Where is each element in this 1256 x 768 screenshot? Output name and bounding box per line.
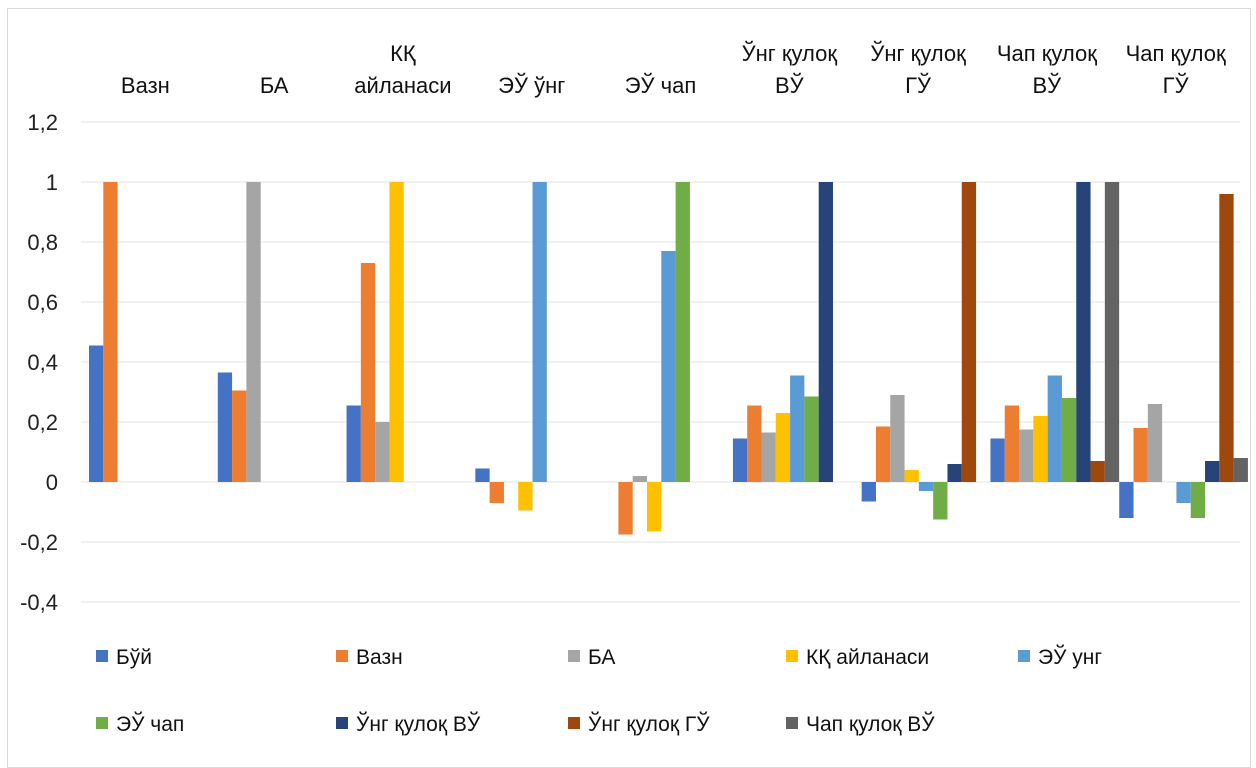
bar: [1033, 416, 1048, 482]
bar: [1176, 482, 1191, 503]
bar: [790, 375, 805, 482]
category-label: Ўнг қулоқ: [870, 40, 966, 66]
category-label: ГЎ: [1163, 72, 1190, 98]
legend-label: БА: [588, 646, 615, 669]
legend-swatch: [96, 717, 108, 729]
bar: [1047, 375, 1062, 482]
bar: [1205, 461, 1220, 482]
legend-label: Ўнг қулоқ ГЎ: [588, 712, 710, 736]
legend-label: ЭЎ чап: [116, 712, 184, 736]
bar: [1233, 458, 1248, 482]
bar: [861, 482, 876, 502]
category-label: Чап қулоқ: [1126, 41, 1226, 66]
bar: [1190, 482, 1206, 518]
bar: [747, 405, 762, 482]
bar: [375, 422, 390, 482]
legend-label: Вазн: [356, 646, 403, 669]
legend-swatch: [786, 717, 798, 729]
legend-swatch: [96, 650, 108, 662]
legend-label: Ўнг қулоқ ВЎ: [356, 712, 481, 736]
y-tick-label: 0: [46, 470, 58, 495]
legend-swatch: [336, 717, 348, 729]
bar: [232, 390, 247, 482]
legend-label: Бўй: [116, 646, 152, 669]
category-label: ГЎ: [905, 72, 932, 98]
y-tick-label: -0,2: [20, 530, 58, 555]
bar: [346, 405, 361, 482]
chart-area: 1,2 1 0,8 0,6 0,4 0,2 0 -0,2 -0,4 Вазн БА КҚ айланас…: [7, 8, 1251, 768]
bar: [804, 396, 819, 482]
category-label: ЭЎ чап: [625, 72, 697, 98]
y-tick-label: 1,2: [27, 110, 58, 135]
bar: [647, 482, 662, 532]
category-label: КҚ: [390, 41, 416, 66]
category-label: айланаси: [354, 73, 451, 98]
bar: [732, 438, 748, 482]
bar: [1133, 428, 1148, 482]
bar: [475, 468, 490, 482]
category-label: Вазн: [121, 73, 170, 98]
category-label: БА: [260, 73, 289, 98]
category-label: Ўнг қулоқ: [742, 40, 838, 66]
bar: [818, 182, 833, 482]
bar: [1076, 182, 1091, 482]
y-tick-label: 0,4: [27, 350, 58, 375]
bar: [761, 432, 776, 482]
bar: [990, 438, 1005, 482]
bar: [1019, 429, 1034, 482]
legend-label: Чап қулоқ ВЎ: [806, 712, 935, 736]
legend-swatch: [1018, 650, 1030, 662]
bar: [1004, 405, 1020, 482]
y-tick-label: 0,6: [27, 290, 58, 315]
y-tick-label: 0,2: [27, 410, 58, 435]
bar: [1104, 182, 1120, 482]
bar: [489, 482, 504, 503]
category-label: ВЎ: [775, 72, 805, 98]
category-label: ВЎ: [1033, 72, 1063, 98]
legend-label: ЭЎ унг: [1038, 645, 1102, 669]
bar: [918, 482, 934, 491]
legend-label: КҚ айланаси: [806, 646, 929, 669]
chart-svg: 1,2 1 0,8 0,6 0,4 0,2 0 -0,2 -0,4 Вазн БА КҚ айланас…: [20, 40, 1248, 736]
bar: [389, 182, 404, 482]
bar: [675, 182, 690, 482]
bar: [360, 263, 376, 482]
bar: [904, 470, 919, 482]
y-tick-label: 1: [46, 170, 58, 195]
category-label: ЭЎ ўнг: [498, 72, 565, 98]
y-tick-label: 0,8: [27, 230, 58, 255]
legend-swatch: [786, 650, 798, 662]
bar: [775, 413, 791, 482]
bar: [661, 251, 676, 482]
bar: [890, 395, 905, 482]
bar: [246, 182, 261, 482]
bar: [89, 345, 104, 482]
bar: [1061, 398, 1077, 482]
bar: [632, 476, 648, 482]
bar: [1219, 194, 1234, 482]
bar: [1090, 461, 1105, 482]
bar: [518, 482, 533, 511]
y-tick-label: -0,4: [20, 590, 58, 615]
bar: [961, 182, 977, 482]
bar: [1147, 404, 1163, 482]
legend-swatch: [568, 717, 580, 729]
bar: [217, 372, 233, 482]
bar: [933, 482, 948, 520]
bar: [532, 182, 547, 482]
bar: [103, 182, 118, 482]
bar: [618, 482, 633, 535]
bar: [1119, 482, 1134, 518]
bar: [875, 426, 891, 482]
bar: [947, 464, 962, 482]
legend-swatch: [568, 650, 580, 662]
category-label: Чап қулоқ: [997, 41, 1097, 66]
legend-swatch: [336, 650, 348, 662]
